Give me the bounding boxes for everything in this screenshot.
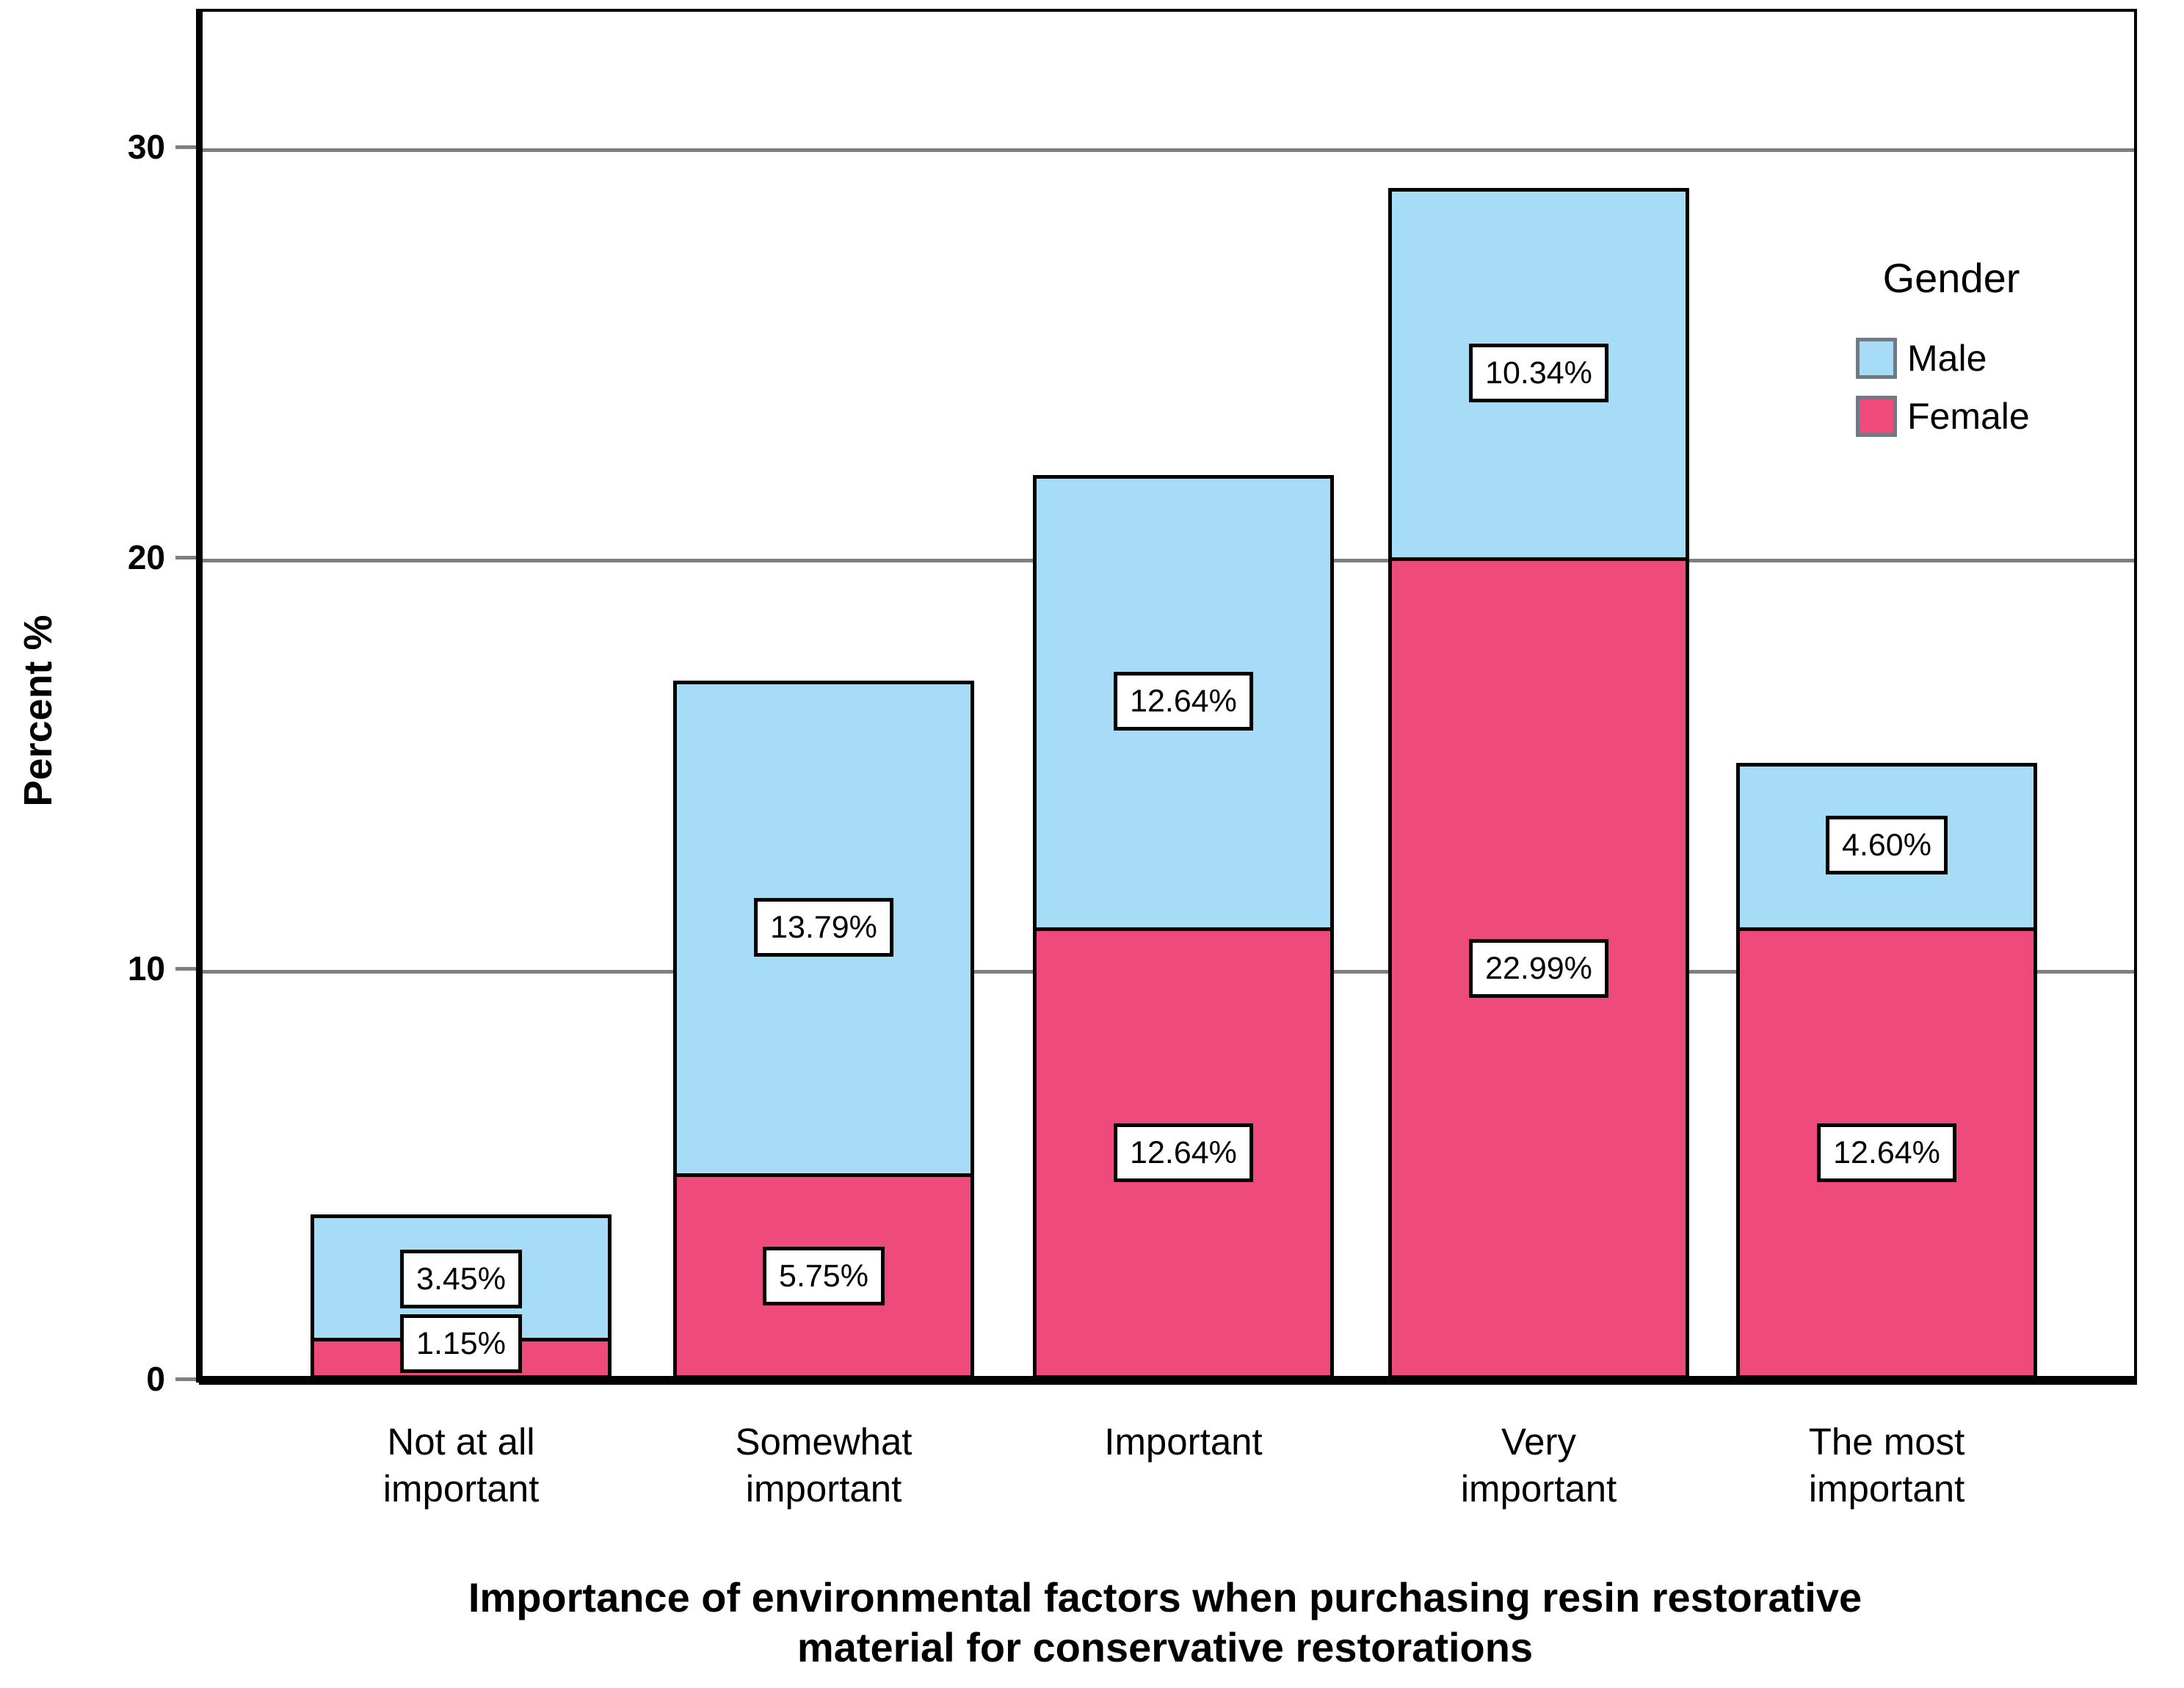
value-label-female-2: 12.64%: [1114, 1123, 1253, 1183]
value-label-male-2: 12.64%: [1114, 672, 1253, 731]
x-axis-title-line1: Importance of environmental factors when…: [468, 1574, 1862, 1620]
value-label-male-4: 4.60%: [1826, 815, 1948, 874]
x-category-label-1: Somewhat important: [735, 1421, 913, 1510]
value-label-female-3: 22.99%: [1469, 938, 1608, 998]
value-label-female-0: 1.15%: [400, 1314, 522, 1373]
y-tick-label-30: 30: [127, 128, 165, 166]
x-axis-line: [196, 1376, 2134, 1383]
y-tick-label-10: 10: [127, 949, 165, 988]
value-label-male-1: 13.79%: [754, 897, 893, 957]
legend-item-male: Male: [1856, 338, 1987, 379]
male-color-swatch: [1856, 338, 1897, 379]
x-category-label-3: Very important: [1460, 1421, 1617, 1510]
x-category-label-0: Not at all important: [382, 1421, 540, 1510]
x-category-label-4: The most important: [1808, 1421, 1965, 1510]
value-label-female-1: 5.75%: [763, 1247, 885, 1306]
y-axis-title: Percent %: [16, 615, 60, 807]
legend-label-male: Male: [1907, 338, 1987, 379]
value-label-male-3: 10.34%: [1469, 343, 1608, 402]
y-axis-line: [196, 9, 203, 1382]
legend-label-female: Female: [1907, 396, 2030, 437]
x-axis-title: Importance of environmental factors when…: [199, 1573, 2131, 1673]
y-tick-label-0: 0: [146, 1360, 165, 1398]
y-tick-mark-10: [175, 966, 196, 971]
y-tick-mark-30: [175, 145, 196, 149]
legend-item-female: Female: [1856, 396, 2030, 437]
y-tick-mark-20: [175, 556, 196, 560]
x-category-label-2: Important: [1104, 1421, 1263, 1463]
gridline-30: [202, 148, 2134, 152]
value-label-female-4: 12.64%: [1817, 1123, 1956, 1183]
bar-1-male-segment: [673, 681, 974, 1174]
value-label-male-0: 3.45%: [400, 1250, 522, 1309]
y-tick-mark-0: [175, 1377, 196, 1381]
female-color-swatch: [1856, 396, 1897, 437]
x-axis-title-line2: material for conservative restorations: [797, 1624, 1534, 1670]
y-tick-label-20: 20: [127, 538, 165, 577]
legend-title: Gender: [1882, 255, 2020, 301]
